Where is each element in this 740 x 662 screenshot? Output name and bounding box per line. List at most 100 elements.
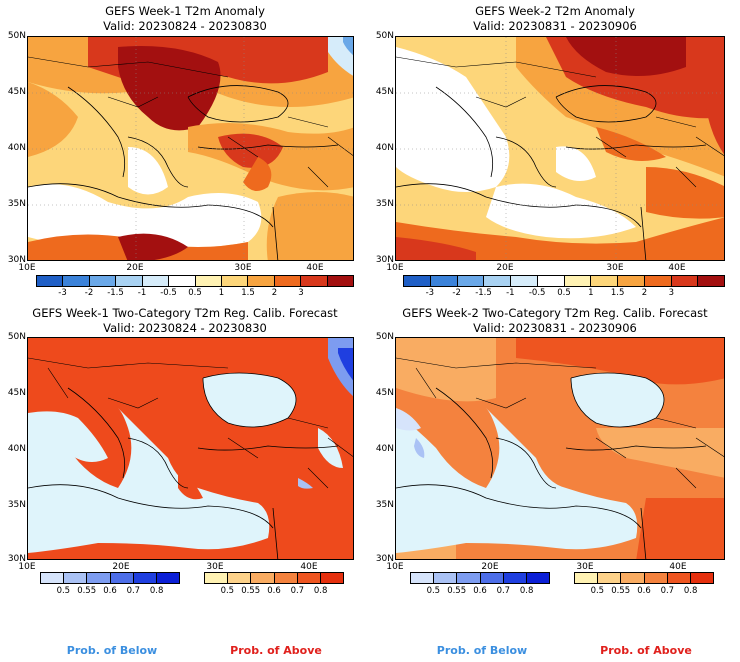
colorbar-tick-label: 0.5 xyxy=(188,288,202,298)
colorbar-swatch xyxy=(194,276,221,286)
colorbar-swatch xyxy=(273,573,297,583)
colorbar-tick-label: 1.5 xyxy=(610,288,625,298)
colorbar-swatch xyxy=(37,276,63,286)
colorbar-swatch xyxy=(220,276,248,286)
colorbar-swatch xyxy=(620,573,644,583)
colorbar-swatch xyxy=(411,573,434,583)
lon-label: 30E xyxy=(606,263,624,273)
colorbar-tick-label: -0.5 xyxy=(528,288,546,298)
colorbar-tick-label: 0.7 xyxy=(126,586,141,596)
colorbar-swatch xyxy=(86,573,110,583)
colorbar-swatch xyxy=(168,276,195,286)
panel-title: GEFS Week-1 T2m Anomaly xyxy=(105,4,265,18)
colorbar-tick-label: 0.6 xyxy=(637,586,651,596)
anomaly-colorbar xyxy=(36,275,354,287)
lon-label: 40E xyxy=(669,562,687,572)
colorbar-swatch xyxy=(41,573,64,583)
prob-field-week1 xyxy=(28,338,353,559)
colorbar-tick-label: 1 xyxy=(588,288,594,298)
lon-label: 10E xyxy=(386,562,404,572)
colorbar-tick-label: 0.8 xyxy=(683,586,698,596)
colorbar-tick-label: 0.8 xyxy=(149,586,164,596)
colorbar-swatch xyxy=(617,276,644,286)
colorbar-swatch xyxy=(250,573,274,583)
colorbar-swatch xyxy=(115,276,142,286)
legend-prob-above: Prob. of Above xyxy=(230,644,322,657)
lat-label: 50N xyxy=(7,31,26,41)
anomaly-field-week1 xyxy=(28,37,353,260)
colorbar-swatch xyxy=(479,573,503,583)
colorbar-swatch xyxy=(510,276,537,286)
panel-week2-anomaly: GEFS Week-2 T2m Anomaly Valid: 20230831 … xyxy=(370,0,740,300)
colorbar-tick-label: 0.6 xyxy=(103,586,117,596)
panel-valid-dates: Valid: 20230824 - 20230830 xyxy=(103,19,267,33)
colorbar-tick-label: 0.6 xyxy=(473,586,487,596)
legend-prob-below: Prob. of Below xyxy=(436,644,528,657)
prob-above-colorbar xyxy=(574,572,714,584)
lon-label: 10E xyxy=(386,263,404,273)
colorbar-swatch xyxy=(563,276,591,286)
panel-week1-prob: GEFS Week-1 Two-Category T2m Reg. Calib.… xyxy=(0,300,370,662)
colorbar-swatch xyxy=(502,573,526,583)
colorbar-swatch xyxy=(141,276,169,286)
colorbar-tick-label: 0.8 xyxy=(313,586,328,596)
colorbar-swatch xyxy=(300,276,327,286)
colorbar-swatch xyxy=(63,573,87,583)
colorbar-swatch xyxy=(483,276,510,286)
lat-label: 30N xyxy=(375,554,394,564)
colorbar-tick-label: -3 xyxy=(58,288,67,298)
panel-title: GEFS Week-2 Two-Category T2m Reg. Calib.… xyxy=(402,306,708,320)
legend-prob-below: Prob. of Below xyxy=(66,644,158,657)
colorbar-swatch xyxy=(326,276,354,286)
lat-label: 45N xyxy=(7,87,26,97)
lat-label: 50N xyxy=(375,31,394,41)
colorbar-tick-label: 0.55 xyxy=(611,586,631,596)
lat-label: 50N xyxy=(375,332,394,342)
colorbar-swatch xyxy=(433,573,457,583)
colorbar-swatch xyxy=(109,573,133,583)
colorbar-tick-label: 0.55 xyxy=(77,586,97,596)
prob-above-colorbar xyxy=(204,572,344,584)
lat-label: 40N xyxy=(7,444,26,454)
prob-below-colorbar xyxy=(410,572,550,584)
colorbar-swatch xyxy=(536,276,564,286)
colorbar-tick-label: 3 xyxy=(298,288,304,298)
colorbar-swatch xyxy=(296,573,320,583)
legend-prob-above: Prob. of Above xyxy=(600,644,692,657)
colorbar-swatch xyxy=(429,276,457,286)
colorbar-swatch xyxy=(525,573,550,583)
lon-label: 10E xyxy=(18,263,36,273)
colorbar-tick-label: 2 xyxy=(271,288,278,298)
colorbar-swatch xyxy=(205,573,228,583)
lon-label: 20E xyxy=(126,263,144,273)
colorbar-swatch xyxy=(132,573,156,583)
lon-label: 20E xyxy=(481,562,499,572)
colorbar-tick-label: 0.5 xyxy=(220,586,235,596)
colorbar-swatch xyxy=(666,573,690,583)
colorbar-tick-label: 3 xyxy=(668,288,675,298)
colorbar-swatch xyxy=(590,276,617,286)
lon-label: 40E xyxy=(306,263,324,273)
colorbar-tick-label: 0.8 xyxy=(519,586,534,596)
colorbar-tick-label: -1.5 xyxy=(475,288,492,298)
lat-label: 45N xyxy=(7,388,26,398)
lat-label: 40N xyxy=(7,143,26,153)
anomaly-colorbar xyxy=(403,275,725,287)
colorbar-swatch xyxy=(273,276,301,286)
lon-label: 20E xyxy=(112,562,130,572)
colorbar-swatch xyxy=(643,573,667,583)
prob-map-week2 xyxy=(395,337,725,560)
colorbar-swatch xyxy=(404,276,430,286)
anomaly-field-week2 xyxy=(396,37,724,260)
panel-week2-prob: GEFS Week-2 Two-Category T2m Reg. Calib.… xyxy=(370,300,740,662)
colorbar-swatch xyxy=(62,276,89,286)
panel-valid-dates: Valid: 20230824 - 20230830 xyxy=(103,321,267,335)
colorbar-tick-label: 0.5 xyxy=(56,586,71,596)
colorbar-tick-label: 1 xyxy=(218,288,225,298)
lat-label: 40N xyxy=(375,143,394,153)
colorbar-tick-label: 0.5 xyxy=(426,586,441,596)
colorbar-swatch xyxy=(155,573,180,583)
lon-label: 40E xyxy=(668,263,686,273)
colorbar-tick-label: -0.5 xyxy=(160,288,177,298)
colorbar-swatch xyxy=(643,276,671,286)
